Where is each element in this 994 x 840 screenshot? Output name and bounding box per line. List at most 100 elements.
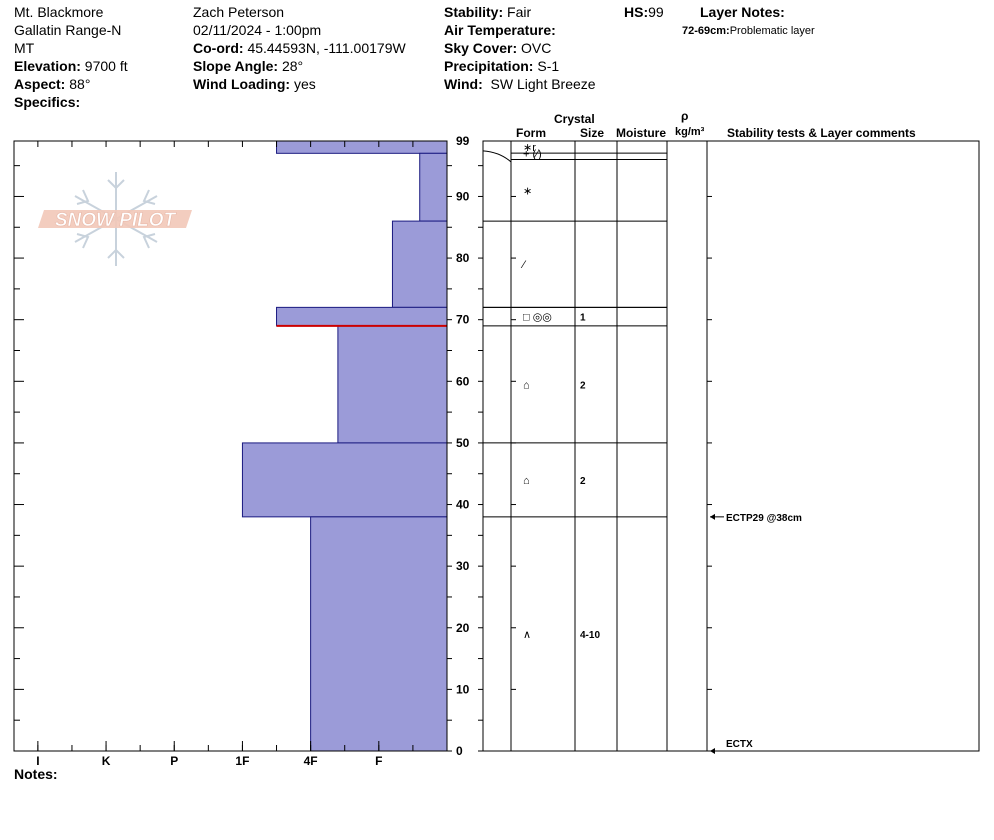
depth-tick-label: 70: [456, 313, 470, 327]
wind-loading: Wind Loading: yes: [193, 75, 316, 93]
snowpilot-logo: SNOW PILOT: [38, 172, 192, 266]
hardness-bar: [241, 442, 448, 518]
crystal-size-label: 2: [580, 476, 586, 487]
hardness-bar: [276, 306, 448, 327]
hardness-bar: [337, 325, 448, 444]
crystal-form-symbol: ∗: [523, 185, 532, 197]
precip-value: S-1: [537, 58, 560, 74]
hardness-tick-label: P: [170, 754, 178, 768]
depth-tick-label: 10: [456, 682, 470, 696]
crystal-size-label: 2: [580, 380, 586, 391]
stability-test-arrowhead: [710, 748, 715, 754]
hardness-bar: [419, 152, 448, 222]
hardness-bar: [276, 140, 448, 154]
elevation: Elevation: 9700 ft: [14, 57, 128, 75]
crystal-size-label: 4-10: [580, 630, 600, 641]
stability-tests-column: ECTP29 @38cm ECTX: [710, 513, 802, 754]
form-header: Form: [516, 126, 546, 140]
depth-tick-label: 50: [456, 436, 470, 450]
hardness-tick-label: K: [102, 754, 111, 768]
logo-text: SNOW PILOT: [55, 210, 177, 231]
hardness-tick-label: 1F: [235, 754, 249, 768]
rho-header: ρ: [681, 109, 689, 123]
notes-label: Notes:: [14, 766, 58, 782]
wind-label: Wind:: [444, 76, 483, 92]
coord-value: 45.44593N, -111.00179W: [247, 40, 406, 56]
layer-boundary-connector: [482, 150, 512, 163]
crystal-header: Crystal: [554, 112, 595, 126]
crystal-form-symbol: □ ◎◎: [523, 312, 552, 324]
chart-frame: [13, 140, 448, 752]
aspect-label: Aspect:: [14, 76, 66, 92]
specifics-label: Specifics:: [14, 94, 81, 110]
wind: Wind: SW Light Breeze: [444, 75, 596, 93]
hs-value: 99: [648, 4, 664, 20]
elevation-label: Elevation:: [14, 58, 81, 74]
wind-loading-value: yes: [293, 76, 316, 92]
stability-test-label: ECTP29 @38cm: [726, 513, 802, 524]
stability-value: Fair: [507, 4, 532, 20]
stability-tests-header: Stability tests & Layer comments: [727, 126, 916, 140]
moisture-header: Moisture: [616, 126, 667, 140]
hardness-bars: [241, 140, 448, 752]
hardness-bar: [310, 516, 448, 752]
slope-angle: Slope Angle: 28°: [193, 57, 303, 75]
layer-table: [482, 140, 980, 752]
sky-value: OVC: [521, 40, 552, 56]
observation-datetime: 02/11/2024 - 1:00pm: [193, 22, 322, 38]
hardness-tick-label: 4F: [304, 754, 318, 768]
depth-tick-label: 40: [456, 498, 470, 512]
size-header: Size: [580, 126, 605, 140]
location-name: Mt. Blackmore: [14, 4, 104, 20]
depth-tick-label: 80: [456, 251, 470, 265]
coord-label: Co-ord:: [193, 40, 244, 56]
crystal-form-symbol: ⌂: [523, 379, 530, 391]
aspect: Aspect: 88°: [14, 75, 90, 93]
crystal-form-symbol: ∧: [523, 629, 531, 641]
precip-label: Precipitation:: [444, 58, 534, 74]
depth-tick-label: 0: [456, 744, 463, 758]
depth-tick-label: 30: [456, 559, 470, 573]
wind-loading-label: Wind Loading:: [193, 76, 291, 92]
wind-value: SW Light Breeze: [490, 76, 596, 92]
depth-tick-label: 20: [456, 621, 470, 635]
sky-label: Sky Cover:: [444, 40, 518, 56]
hardness-chart-border: [13, 140, 448, 752]
stability-test-arrowhead: [710, 513, 715, 520]
density-unit-header: kg/m³: [675, 126, 705, 138]
sky-cover: Sky Cover: OVC: [444, 39, 551, 57]
hardness-tick-label: I: [36, 754, 39, 768]
depth-tick-label: 60: [456, 374, 470, 388]
aspect-value: 88°: [69, 76, 91, 92]
layer-note-range: 72-69cm:: [682, 25, 730, 37]
crystal-form-symbol: + (⁄): [523, 148, 542, 160]
layer-notes-label: Layer Notes:: [700, 4, 785, 20]
precipitation: Precipitation: S-1: [444, 57, 559, 75]
crystal-form-symbol: ∗r: [523, 142, 536, 154]
hardness-bar: [391, 220, 448, 308]
stability-test-label: ECTX: [726, 739, 753, 750]
range-name: Gallatin Range-N: [14, 22, 122, 38]
stability-label: Stability:: [444, 4, 504, 20]
crystal-form-symbol: ⌂: [523, 475, 530, 487]
observer-name: Zach Peterson: [193, 4, 285, 20]
layer-note-text: Problematic layer: [729, 25, 815, 37]
layer-table-border: [482, 140, 980, 752]
slope-value: 28°: [281, 58, 304, 74]
hs: HS:99: [624, 3, 664, 21]
depth-tick-label: 90: [456, 189, 470, 203]
crystal-column: ∗r+ (⁄) ∗ ⁄ □ ◎◎ 1 ⌂ 2 ⌂ 2 ∧ 4-10: [520, 142, 600, 641]
elevation-value: 9700 ft: [84, 58, 128, 74]
depth-axis: 0 10 20 30 40 50 60 70 80 90 99: [14, 134, 483, 758]
crystal-form-symbol: ⁄: [520, 259, 527, 271]
layer-note: 72-69cm:Problematic layer: [682, 22, 815, 40]
state-name: MT: [14, 40, 35, 56]
hs-label: HS:: [624, 4, 649, 20]
depth-tick-label: 99: [456, 134, 470, 148]
hardness-tick-label: F: [375, 754, 382, 768]
air-temp-label: Air Temperature:: [444, 22, 556, 38]
stability: Stability: Fair: [444, 3, 531, 21]
crystal-size-label: 1: [580, 313, 586, 324]
coordinates: Co-ord: 45.44593N, -111.00179W: [193, 39, 406, 57]
